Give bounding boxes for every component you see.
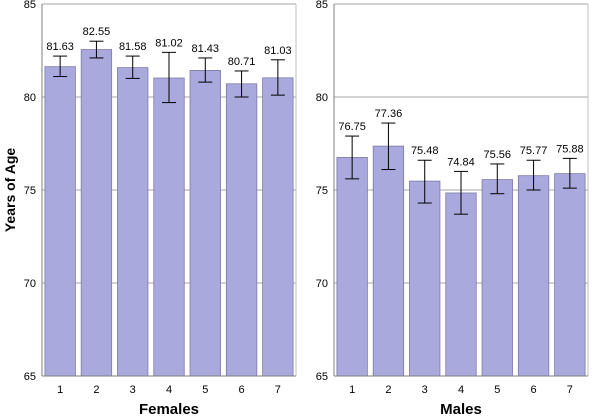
bar-males-3 (409, 180, 441, 377)
bar-females-3 (117, 67, 149, 377)
data-label-females-7: 81.03 (264, 45, 292, 57)
panel-title-males: Males (440, 401, 482, 418)
x-tick-label-males-5: 5 (494, 384, 500, 396)
data-label-females-1: 81.63 (46, 41, 74, 53)
data-label-males-2: 77.36 (375, 108, 403, 120)
bar-males-6 (517, 175, 550, 377)
bar-males-4 (445, 192, 477, 377)
x-tick-label-females-5: 5 (202, 384, 208, 396)
x-tick-label-females-1: 1 (57, 384, 63, 396)
x-tick-label-females-3: 3 (130, 384, 136, 396)
data-label-females-3: 81.58 (119, 41, 147, 53)
data-label-males-6: 75.77 (520, 145, 548, 157)
data-label-females-6: 80.71 (228, 56, 256, 68)
y-tick-label-males-75: 75 (316, 185, 328, 197)
bar-females-5 (189, 70, 221, 377)
x-tick-label-males-4: 4 (458, 384, 464, 396)
bar-females-1 (44, 66, 76, 377)
bar-males-7 (554, 173, 586, 377)
bar-females-4 (153, 77, 185, 377)
data-label-females-4: 81.02 (155, 37, 183, 49)
data-label-females-2: 82.55 (83, 26, 111, 38)
bar-males-2 (372, 145, 405, 377)
y-axis-title: Years of Age (2, 148, 18, 233)
x-tick-label-females-7: 7 (275, 384, 281, 396)
x-tick-label-males-2: 2 (385, 384, 391, 396)
data-label-males-4: 74.84 (447, 156, 475, 168)
y-tick-label-females-65: 65 (24, 371, 36, 383)
data-label-females-5: 81.43 (192, 43, 220, 55)
bar-males-5 (481, 179, 513, 377)
y-tick-label-males-65: 65 (316, 371, 328, 383)
x-tick-label-females-6: 6 (239, 384, 245, 396)
x-tick-label-males-6: 6 (531, 384, 537, 396)
y-tick-label-males-80: 80 (316, 92, 328, 104)
x-tick-label-males-3: 3 (422, 384, 428, 396)
bar-females-6 (225, 83, 258, 377)
y-tick-label-females-75: 75 (24, 185, 36, 197)
y-tick-label-females-85: 85 (24, 0, 36, 11)
y-tick-label-females-80: 80 (24, 92, 36, 104)
data-label-males-1: 76.75 (338, 121, 366, 133)
x-tick-label-females-2: 2 (93, 384, 99, 396)
y-tick-label-males-70: 70 (316, 278, 328, 290)
y-tick-label-males-85: 85 (316, 0, 328, 11)
bar-females-2 (80, 49, 113, 377)
data-label-males-3: 75.48 (411, 145, 439, 157)
data-label-males-7: 75.88 (556, 143, 584, 155)
x-tick-label-males-1: 1 (349, 384, 355, 396)
panel-title-females: Females (139, 401, 199, 418)
x-tick-label-females-4: 4 (166, 384, 172, 396)
data-label-males-5: 75.56 (484, 149, 512, 161)
x-tick-label-males-7: 7 (567, 384, 573, 396)
bar-males-1 (336, 157, 368, 377)
y-tick-label-females-70: 70 (24, 278, 36, 290)
bar-females-7 (262, 77, 294, 377)
